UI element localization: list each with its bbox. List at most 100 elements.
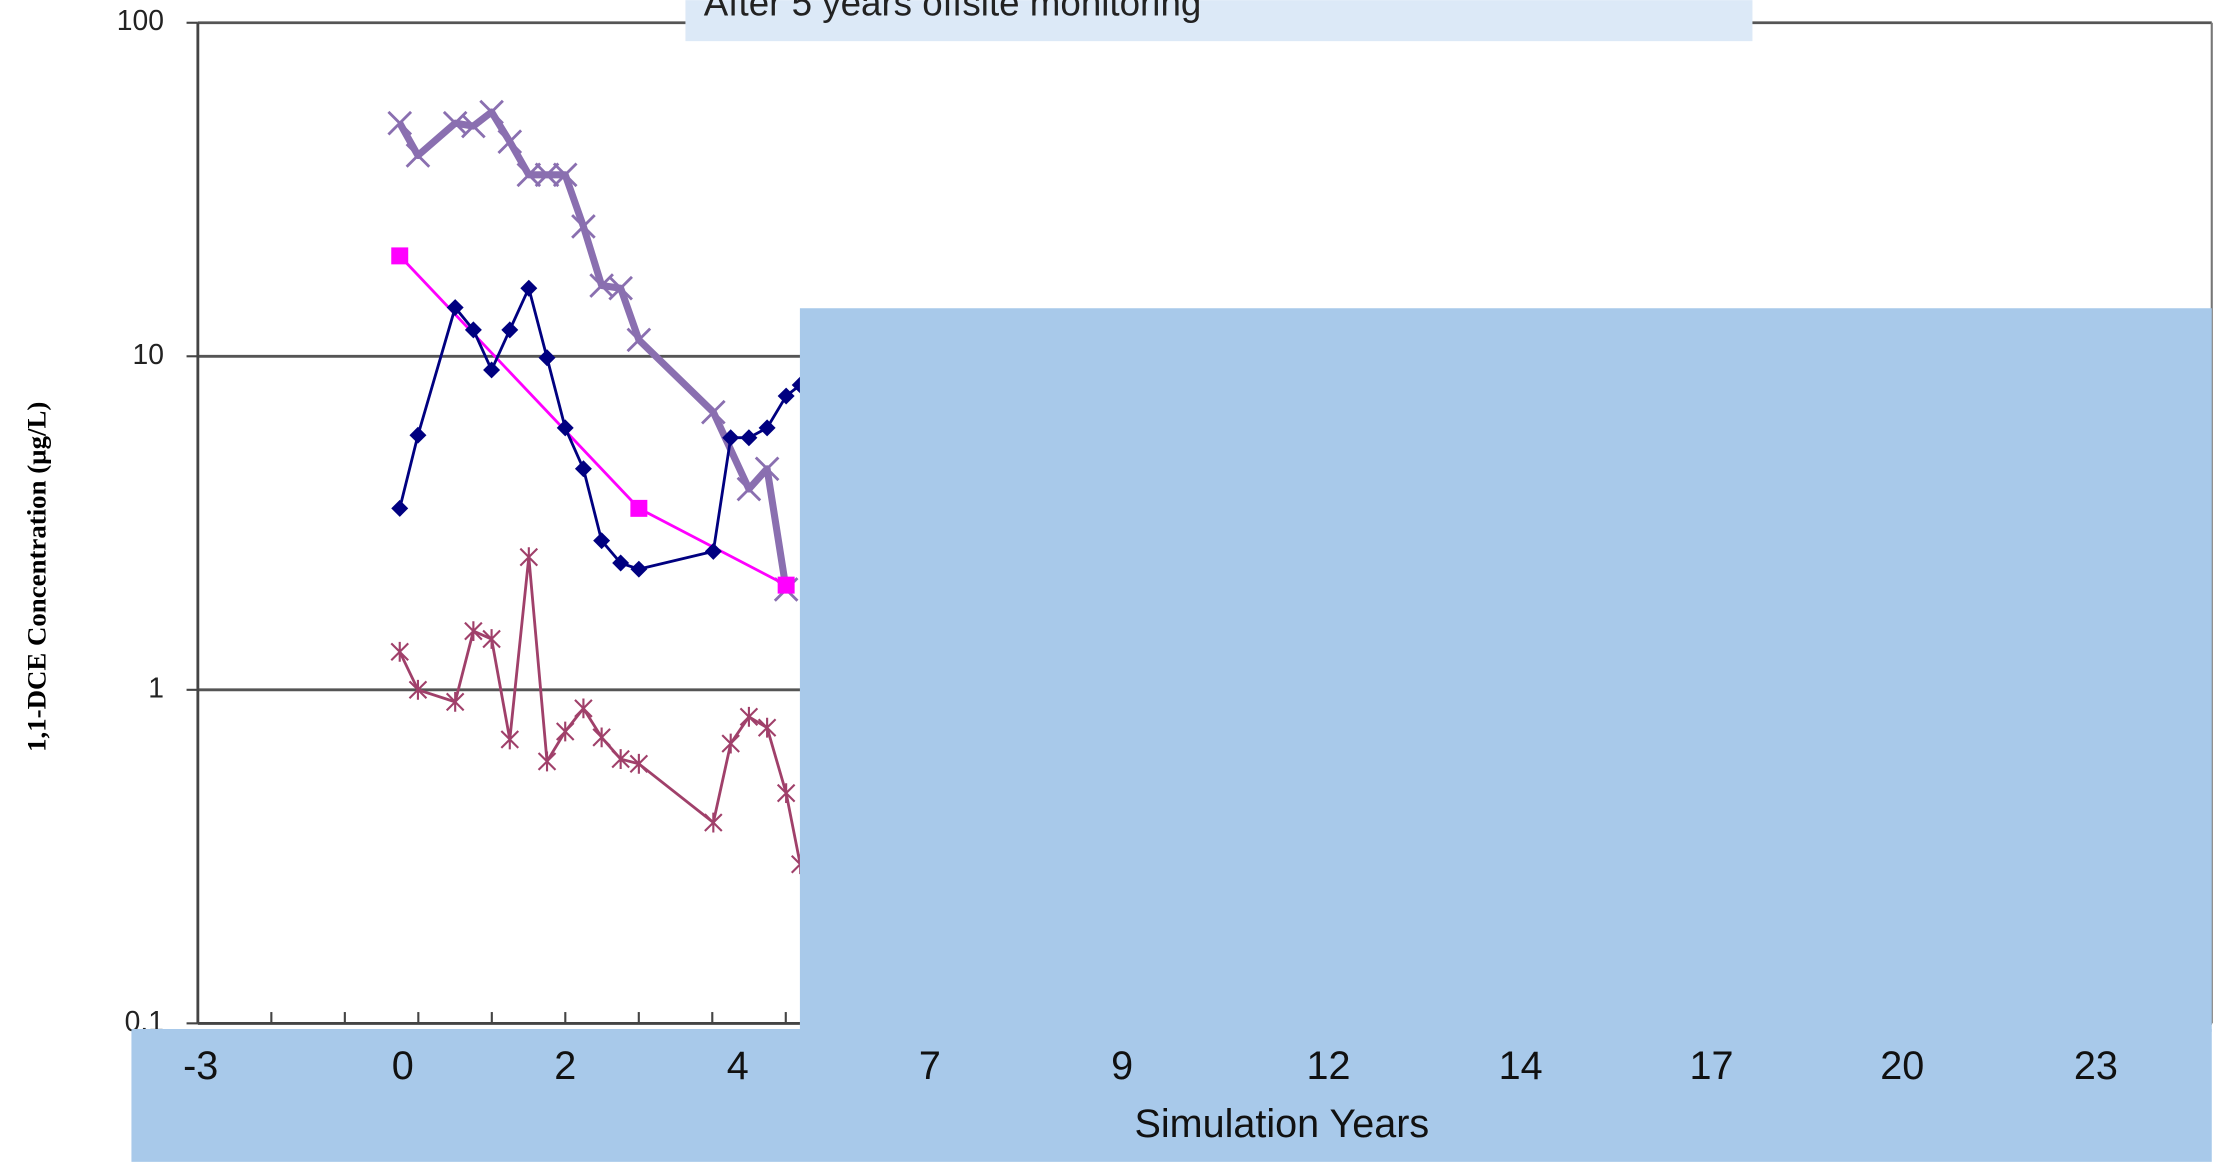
marker <box>464 621 483 641</box>
point <box>482 629 501 649</box>
marker <box>701 399 726 425</box>
annotation-box <box>685 0 1753 42</box>
point <box>630 560 648 578</box>
marker <box>704 812 723 833</box>
overlay-axis-bar <box>131 1029 2212 1162</box>
marker <box>500 729 520 750</box>
point <box>464 621 483 641</box>
marker <box>754 456 780 482</box>
point <box>464 321 482 339</box>
point <box>704 542 722 560</box>
marker <box>552 162 578 188</box>
point <box>736 476 762 502</box>
point <box>497 129 523 154</box>
marker <box>739 706 759 727</box>
point <box>519 547 539 567</box>
point <box>592 727 611 748</box>
point <box>391 499 409 517</box>
point <box>483 361 501 379</box>
marker <box>390 641 409 662</box>
point <box>754 456 780 482</box>
marker <box>391 247 409 265</box>
point <box>739 706 759 727</box>
point <box>757 717 777 738</box>
point <box>537 751 557 772</box>
point <box>534 162 560 188</box>
marker <box>740 429 758 447</box>
point <box>721 733 740 754</box>
marker <box>520 279 538 297</box>
point <box>611 749 630 769</box>
marker <box>757 717 777 738</box>
point <box>704 812 723 833</box>
x-tick-label: 12 <box>1306 1044 1350 1088</box>
marker <box>555 721 575 742</box>
marker <box>777 387 795 405</box>
marker <box>483 361 501 379</box>
y-tick-label: 100 <box>117 4 164 36</box>
marker <box>629 753 649 774</box>
point <box>552 162 578 188</box>
point <box>516 162 542 188</box>
x-tick-label: 23 <box>2074 1044 2118 1088</box>
x-axis-title: Simulation Years <box>1134 1102 1429 1146</box>
x-tick-label: 17 <box>1689 1044 1733 1088</box>
marker <box>721 733 740 754</box>
series-line <box>398 555 802 865</box>
marker <box>611 749 630 769</box>
point <box>574 460 592 478</box>
marker <box>574 460 592 478</box>
point <box>445 692 465 712</box>
point <box>555 721 575 742</box>
point <box>538 349 556 367</box>
point <box>740 429 758 447</box>
point <box>408 679 428 700</box>
x-tick-label: 7 <box>919 1044 941 1088</box>
point <box>556 419 574 437</box>
marker <box>537 751 557 772</box>
marker <box>405 143 431 168</box>
marker <box>574 698 593 719</box>
marker <box>704 542 722 560</box>
marker <box>592 727 611 748</box>
point <box>479 99 504 125</box>
marker <box>387 110 413 136</box>
y-axis-title: 1,1-DCE Concentration (µg/L) <box>22 402 52 752</box>
marker <box>538 349 556 367</box>
marker <box>519 547 539 567</box>
point <box>777 387 795 405</box>
marker <box>777 576 795 594</box>
marker <box>776 783 796 804</box>
marker <box>497 129 523 154</box>
point <box>387 110 413 136</box>
marker <box>593 532 611 550</box>
marker <box>501 321 519 339</box>
x-tick-label: 0 <box>392 1044 414 1088</box>
marker <box>556 419 574 437</box>
y-tick-label: 1 <box>148 671 164 703</box>
x-tick-label: 20 <box>1880 1044 1924 1088</box>
marker <box>391 499 409 517</box>
point <box>776 783 796 804</box>
marker <box>408 679 428 700</box>
point <box>758 419 776 437</box>
marker <box>409 426 427 444</box>
point <box>405 143 431 168</box>
marker <box>722 429 740 447</box>
point <box>593 532 611 550</box>
point <box>461 113 486 139</box>
point <box>722 429 740 447</box>
point <box>626 327 652 353</box>
series-line <box>396 108 790 590</box>
point <box>409 426 427 444</box>
point <box>630 499 648 517</box>
y-tick-label: 10 <box>133 338 164 370</box>
marker <box>479 99 504 125</box>
point <box>520 279 538 297</box>
marker <box>608 275 633 301</box>
marker <box>736 476 762 502</box>
marker <box>446 299 464 317</box>
marker <box>612 554 630 572</box>
point <box>574 698 593 719</box>
